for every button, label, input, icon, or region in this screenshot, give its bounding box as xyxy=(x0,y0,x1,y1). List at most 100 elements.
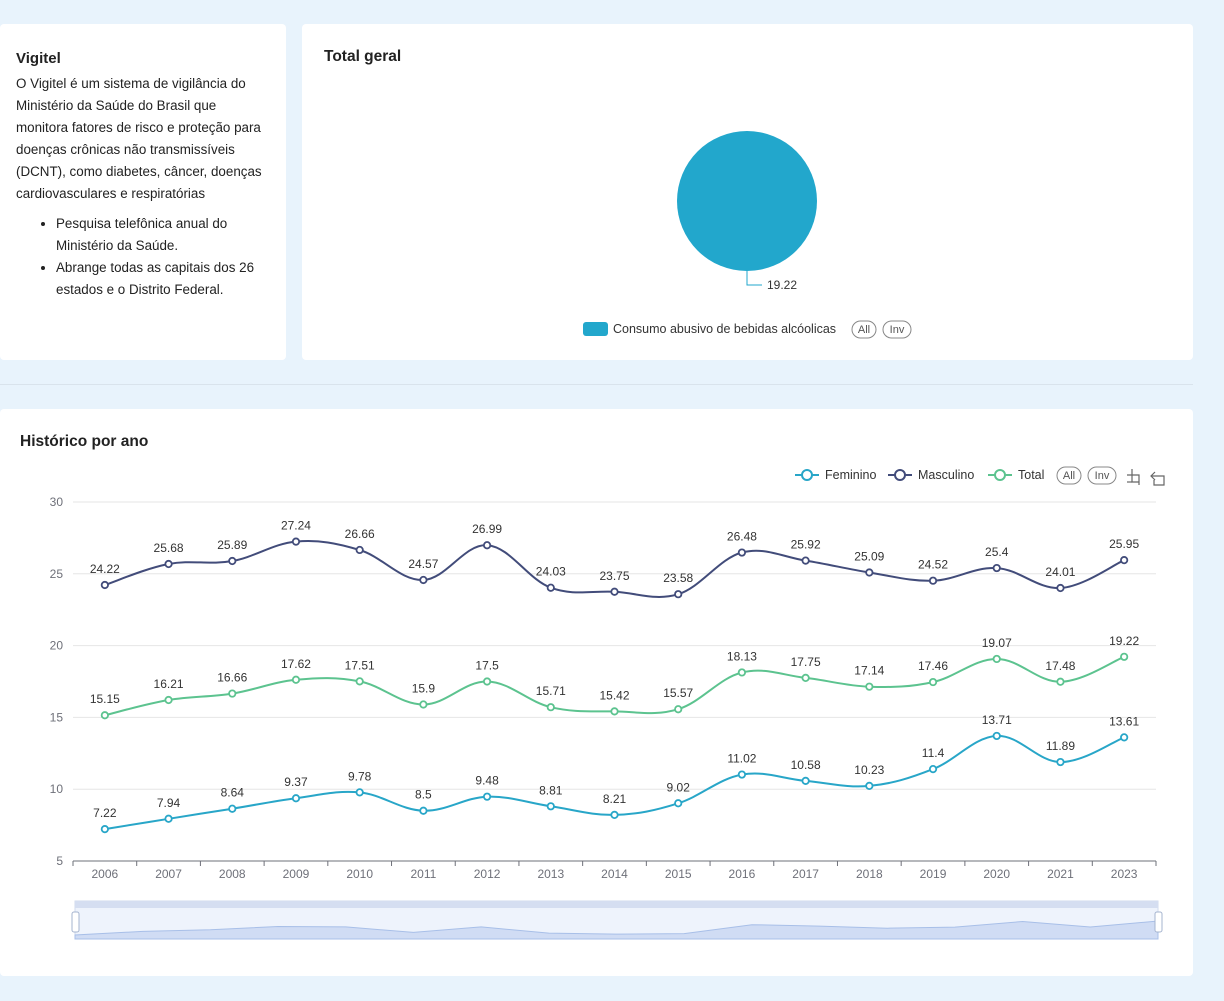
line-legend: Feminino Masculino Total All Inv xyxy=(795,466,1165,486)
zoom-reset-icon[interactable] xyxy=(1150,471,1165,486)
data-point-feminino[interactable] xyxy=(100,825,109,834)
data-label-feminino: 8.64 xyxy=(221,786,245,800)
data-zoom-left-handle[interactable] xyxy=(71,911,80,933)
data-point-feminino[interactable] xyxy=(610,810,619,820)
data-point-total[interactable] xyxy=(928,677,938,687)
data-label-masculino: 26.99 xyxy=(472,522,502,536)
y-tick-label: 25 xyxy=(50,567,64,581)
data-point-feminino[interactable] xyxy=(546,802,555,811)
data-point-feminino[interactable] xyxy=(164,814,173,823)
line-legend-all-button[interactable]: All xyxy=(1056,466,1082,485)
data-label-feminino: 10.23 xyxy=(854,763,884,777)
data-point-total[interactable] xyxy=(865,682,874,691)
data-point-total[interactable] xyxy=(164,695,173,705)
data-zoom-preview-area xyxy=(74,920,1159,940)
pie-legend-inv-label: Inv xyxy=(890,324,905,336)
history-chart-title: Histórico por ano xyxy=(20,433,149,450)
x-tick-label: 2007 xyxy=(155,867,182,881)
pie-chart: 19.22 Consumo abusivo de bebidas alcóoli… xyxy=(583,131,912,339)
data-label-total: 19.07 xyxy=(982,636,1012,650)
data-point-masculino[interactable] xyxy=(737,548,747,557)
data-point-feminino[interactable] xyxy=(674,799,683,808)
data-point-total[interactable] xyxy=(546,703,555,712)
data-point-masculino[interactable] xyxy=(865,568,874,577)
data-point-total[interactable] xyxy=(610,707,619,716)
data-label-total: 15.15 xyxy=(90,692,120,706)
data-point-masculino[interactable] xyxy=(164,559,173,569)
data-point-feminino[interactable] xyxy=(228,804,237,813)
data-point-masculino[interactable] xyxy=(100,580,109,590)
data-point-masculino[interactable] xyxy=(801,556,810,565)
legend-label-masculino: Masculino xyxy=(918,468,974,482)
pie-legend-inv-button[interactable]: Inv xyxy=(882,320,912,339)
data-point-masculino[interactable] xyxy=(482,541,492,550)
data-point-total[interactable] xyxy=(228,689,237,698)
data-point-feminino[interactable] xyxy=(992,731,1001,741)
line-legend-inv-button[interactable]: Inv xyxy=(1087,466,1117,485)
data-point-feminino[interactable] xyxy=(482,792,492,801)
data-point-total[interactable] xyxy=(1120,652,1129,661)
data-label-masculino: 24.57 xyxy=(408,557,438,571)
data-zoom-icon[interactable] xyxy=(1127,469,1140,485)
data-label-total: 15.57 xyxy=(663,686,693,700)
data-label-masculino: 25.95 xyxy=(1109,537,1139,551)
data-label-masculino: 24.01 xyxy=(1045,565,1075,579)
data-point-masculino[interactable] xyxy=(992,563,1001,573)
data-point-total[interactable] xyxy=(291,675,301,684)
data-point-feminino[interactable] xyxy=(1120,733,1129,742)
data-zoom-right-handle[interactable] xyxy=(1154,911,1163,933)
data-point-masculino[interactable] xyxy=(355,545,364,555)
pie-legend-swatch[interactable] xyxy=(583,322,608,336)
vigitel-info-card: Vigitel O Vigitel é um sistema de vigilâ… xyxy=(0,24,286,360)
info-title: Vigitel xyxy=(16,50,61,67)
data-zoom-handle-bar[interactable] xyxy=(75,901,1158,908)
data-point-feminino[interactable] xyxy=(291,794,301,803)
data-point-total[interactable] xyxy=(419,700,428,709)
x-tick-label: 2015 xyxy=(665,867,692,881)
data-point-masculino[interactable] xyxy=(1056,583,1065,593)
data-label-total: 17.48 xyxy=(1045,659,1075,673)
legend-item-feminino[interactable]: Feminino xyxy=(795,468,876,482)
data-point-masculino[interactable] xyxy=(674,590,683,599)
data-point-feminino[interactable] xyxy=(355,788,364,797)
data-label-masculino: 26.48 xyxy=(727,530,757,544)
data-label-feminino: 7.22 xyxy=(93,806,117,820)
data-point-feminino[interactable] xyxy=(865,781,874,790)
y-tick-label: 20 xyxy=(50,639,64,653)
legend-item-total[interactable]: Total xyxy=(988,468,1044,482)
data-point-feminino[interactable] xyxy=(419,806,428,815)
data-label-total: 17.14 xyxy=(854,664,884,678)
data-point-feminino[interactable] xyxy=(1056,757,1065,767)
data-label-masculino: 25.4 xyxy=(985,545,1009,559)
data-point-feminino[interactable] xyxy=(737,770,747,779)
legend-item-masculino[interactable]: Masculino xyxy=(888,468,974,482)
data-point-masculino[interactable] xyxy=(1120,556,1129,565)
data-point-total[interactable] xyxy=(737,668,747,677)
data-point-total[interactable] xyxy=(801,673,810,683)
data-label-total: 15.42 xyxy=(599,688,629,702)
data-label-feminino: 11.02 xyxy=(727,752,756,766)
data-point-total[interactable] xyxy=(1056,677,1065,686)
data-point-masculino[interactable] xyxy=(610,587,619,596)
data-zoom-slider[interactable] xyxy=(71,900,1163,940)
data-label-total: 17.75 xyxy=(791,655,821,669)
data-point-masculino[interactable] xyxy=(419,575,428,585)
data-label-masculino: 25.68 xyxy=(154,541,184,555)
info-description: O Vigitel é um sistema de vigilância do … xyxy=(16,76,262,201)
pie-legend-label[interactable]: Consumo abusivo de bebidas alcóolicas xyxy=(613,322,836,336)
data-point-total[interactable] xyxy=(482,677,492,686)
data-point-feminino[interactable] xyxy=(801,776,810,785)
data-point-total[interactable] xyxy=(992,654,1001,664)
data-point-masculino[interactable] xyxy=(546,583,555,592)
data-point-total[interactable] xyxy=(100,711,109,720)
pie-legend-all-button[interactable]: All xyxy=(851,320,877,339)
data-point-masculino[interactable] xyxy=(228,556,237,566)
pie-legend: Consumo abusivo de bebidas alcóolicas Al… xyxy=(583,320,912,339)
data-point-feminino[interactable] xyxy=(928,764,938,774)
data-point-masculino[interactable] xyxy=(928,576,938,585)
pie-slice[interactable] xyxy=(677,131,817,271)
data-point-total[interactable] xyxy=(355,677,364,686)
x-tick-label: 2023 xyxy=(1111,867,1138,881)
data-point-total[interactable] xyxy=(674,705,683,714)
data-point-masculino[interactable] xyxy=(291,537,301,546)
